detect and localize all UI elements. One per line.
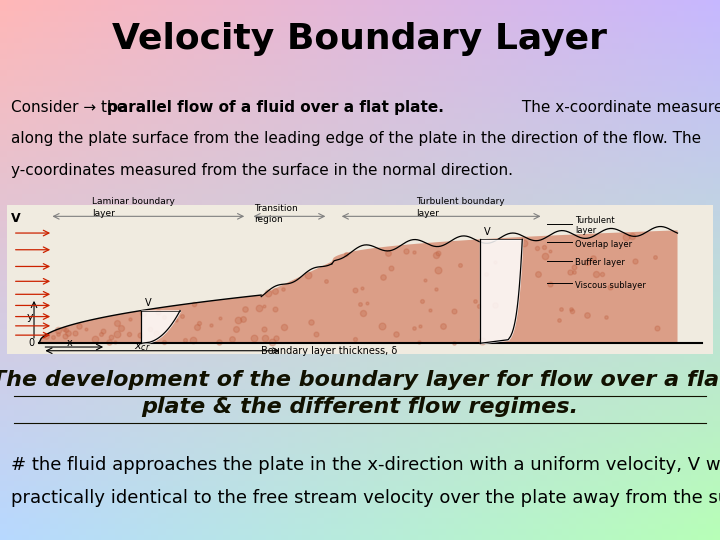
Text: 0: 0 xyxy=(28,338,35,348)
Text: $x_{cr}$: $x_{cr}$ xyxy=(134,341,151,353)
Text: V: V xyxy=(11,212,20,225)
Text: The x-coordinate measured: The x-coordinate measured xyxy=(517,100,720,115)
Text: Transition
region: Transition region xyxy=(254,204,298,224)
Text: # the fluid approaches the plate in the x-direction with a uniform velocity, V w: # the fluid approaches the plate in the … xyxy=(11,456,720,474)
Text: Turbulent boundary
layer: Turbulent boundary layer xyxy=(416,198,505,218)
Text: V: V xyxy=(145,298,151,308)
Text: Boundary layer thickness, δ: Boundary layer thickness, δ xyxy=(261,346,397,356)
Text: Turbulent
layer: Turbulent layer xyxy=(575,216,615,235)
Text: Buffer layer: Buffer layer xyxy=(575,258,625,267)
Text: Laminar boundary
layer: Laminar boundary layer xyxy=(92,198,175,218)
Text: along the plate surface from the leading edge of the plate in the direction of t: along the plate surface from the leading… xyxy=(11,131,701,146)
Text: y: y xyxy=(27,312,34,322)
Text: Overlap layer: Overlap layer xyxy=(575,240,632,249)
Text: practically identical to the free stream velocity over the plate away from the s: practically identical to the free stream… xyxy=(11,489,720,507)
Text: Viscous sublayer: Viscous sublayer xyxy=(575,280,646,289)
Text: Consider → the: Consider → the xyxy=(11,100,131,115)
Text: parallel flow of a fluid over a flat plate.: parallel flow of a fluid over a flat pla… xyxy=(107,100,444,115)
Text: x: x xyxy=(67,338,73,348)
Text: The development of the boundary layer for flow over a flat: The development of the boundary layer fo… xyxy=(0,370,720,390)
Text: plate & the different flow regimes.: plate & the different flow regimes. xyxy=(141,397,579,417)
Polygon shape xyxy=(39,231,678,343)
Text: V: V xyxy=(483,227,490,237)
Text: y-coordinates measured from the surface in the normal direction.: y-coordinates measured from the surface … xyxy=(11,163,513,178)
Text: Velocity Boundary Layer: Velocity Boundary Layer xyxy=(112,22,608,56)
